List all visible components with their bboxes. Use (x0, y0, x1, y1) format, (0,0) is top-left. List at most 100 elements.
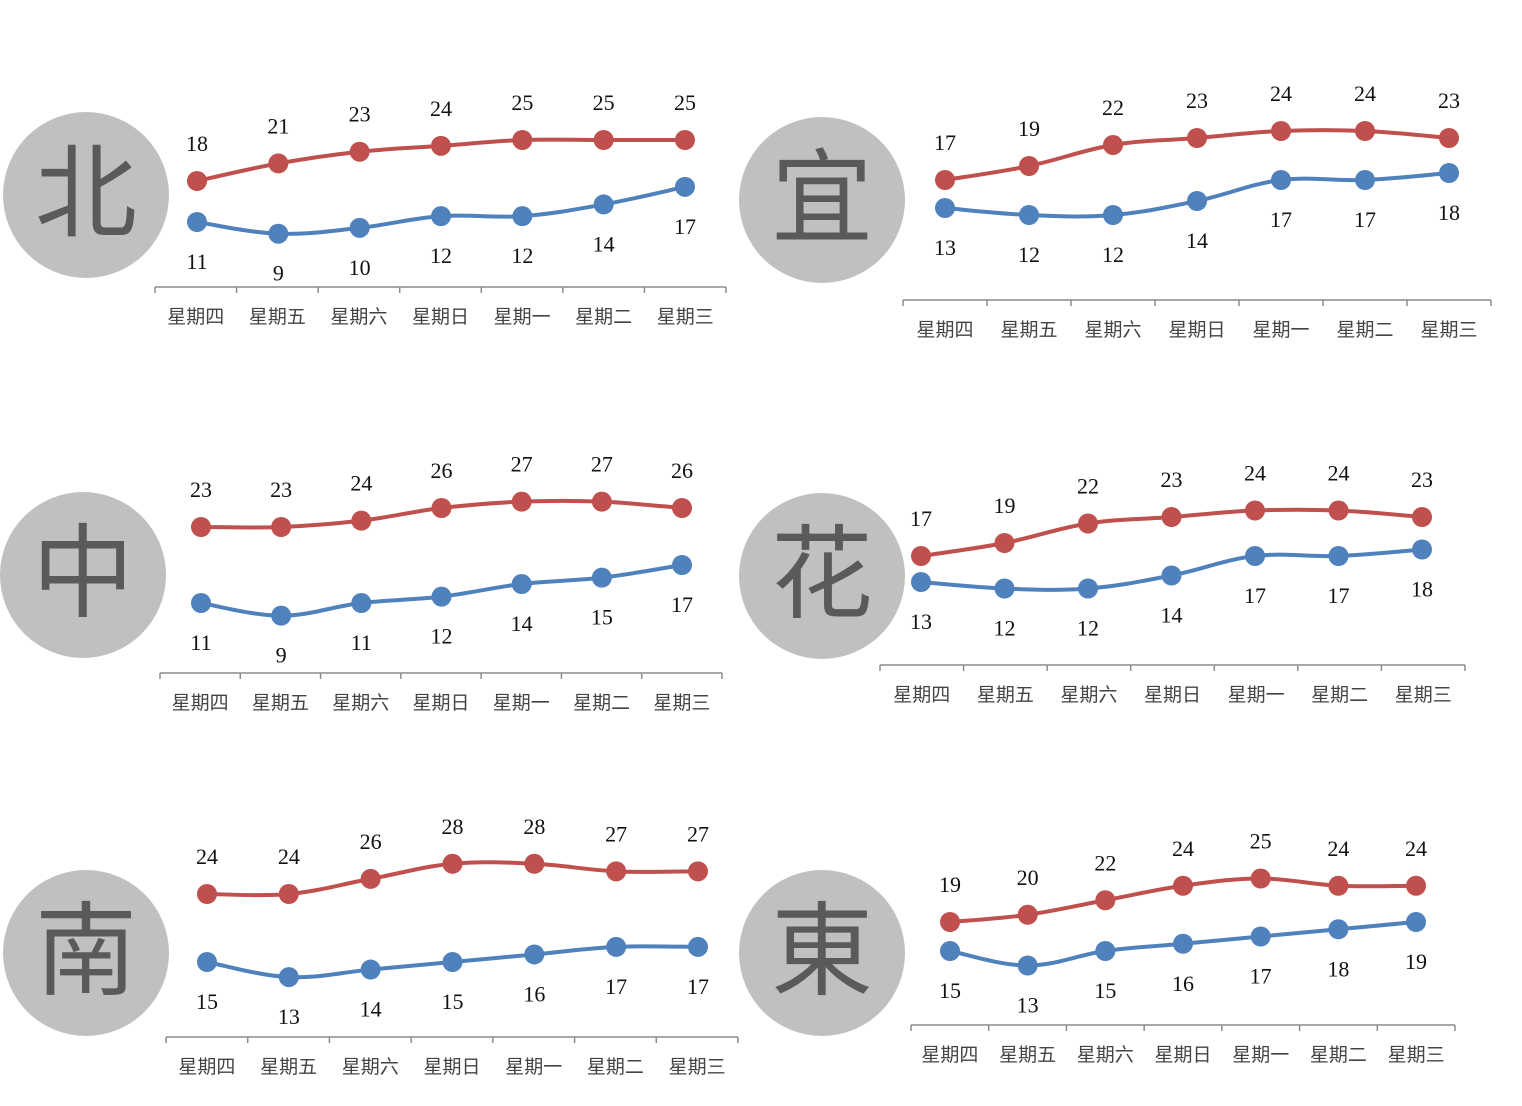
high-temp-point (593, 130, 614, 150)
low-temp-point (674, 176, 695, 197)
low-temp-label: 15 (939, 978, 961, 1003)
high-temp-label: 19 (939, 872, 961, 897)
x-tick-label: 星期二 (1336, 319, 1393, 341)
low-temp-label: 9 (276, 643, 287, 668)
high-temp-label: 24 (1244, 461, 1266, 486)
high-temp-label: 22 (1077, 474, 1099, 499)
high-temp-label: 20 (1017, 865, 1039, 890)
low-temp-point (431, 586, 452, 607)
x-tick-label: 星期五 (999, 1044, 1056, 1066)
low-temp-point (1173, 933, 1194, 954)
low-temp-label: 15 (196, 989, 218, 1014)
x-tick-label: 星期六 (1084, 319, 1141, 341)
high-temp-point (1406, 875, 1427, 896)
x-tick-label: 星期一 (1252, 319, 1309, 341)
x-tick-label: 星期四 (921, 1044, 978, 1066)
low-temp-label: 16 (1172, 971, 1194, 996)
low-temp-label: 14 (1161, 603, 1183, 628)
region-name: 宜 (771, 140, 873, 259)
region-badge: 南 (3, 870, 169, 1036)
low-temp-point (994, 578, 1015, 599)
high-temp-label: 23 (190, 477, 212, 502)
high-temp-point (591, 491, 612, 512)
x-tick-label: 星期二 (1311, 684, 1368, 706)
x-tick-label: 星期一 (505, 1056, 562, 1078)
low-temp-label: 11 (190, 630, 211, 655)
high-temp-point (674, 130, 695, 150)
low-temp-point (687, 936, 708, 957)
high-temp-label: 25 (674, 90, 696, 115)
low-temp-label: 14 (1186, 228, 1208, 253)
low-temp-point (1078, 578, 1098, 599)
region-badge: 北 (3, 112, 169, 278)
low-temp-point (1271, 170, 1291, 190)
high-temp-point (1245, 500, 1265, 521)
high-temp-label: 28 (441, 814, 463, 839)
low-temp-point (1439, 163, 1459, 183)
x-tick-label: 星期二 (1310, 1044, 1367, 1066)
low-temp-point (1412, 539, 1432, 560)
high-temp-point (1328, 500, 1349, 521)
x-tick-label: 星期二 (573, 692, 630, 714)
x-tick-label: 星期四 (178, 1056, 235, 1078)
high-temp-point (940, 912, 960, 932)
x-tick-label: 星期四 (167, 306, 224, 328)
high-temp-label: 19 (1018, 116, 1040, 141)
high-temp-point (1173, 875, 1194, 896)
high-temp-label: 24 (1270, 81, 1292, 106)
high-temp-point (606, 861, 627, 882)
low-temp-point (1095, 941, 1116, 961)
high-temp-label: 22 (1102, 95, 1124, 120)
low-temp-point (672, 555, 693, 575)
x-tick-label: 星期三 (1388, 1044, 1445, 1066)
low-temp-label: 19 (1405, 949, 1427, 974)
high-temp-point (1161, 507, 1182, 527)
x-tick-label: 星期日 (1168, 319, 1225, 341)
low-temp-point (591, 567, 612, 588)
low-temp-point (268, 223, 289, 244)
low-temp-label: 14 (511, 611, 533, 636)
high-temp-point (278, 884, 299, 904)
low-temp-point (191, 593, 211, 613)
low-temp-label: 12 (1018, 242, 1040, 267)
high-temp-label: 26 (431, 458, 453, 483)
low-temp-point (360, 959, 381, 980)
low-temp-point (1250, 926, 1271, 947)
low-temp-label: 15 (1094, 978, 1116, 1003)
high-temp-label: 24 (1327, 836, 1349, 861)
high-temp-point (1078, 513, 1098, 534)
high-temp-point (349, 141, 370, 162)
x-tick-label: 星期日 (423, 1056, 480, 1078)
low-temp-label: 15 (441, 989, 463, 1014)
high-temp-label: 27 (591, 452, 613, 477)
low-temp-label: 18 (1438, 200, 1460, 225)
high-temp-point (430, 135, 451, 156)
x-tick-label: 星期五 (249, 306, 306, 328)
low-temp-point (1017, 955, 1038, 976)
high-temp-point (431, 498, 452, 518)
high-temp-point (442, 853, 463, 874)
low-temp-label: 17 (674, 214, 696, 239)
x-tick-label: 星期二 (587, 1056, 644, 1078)
x-tick-label: 星期五 (977, 684, 1034, 706)
low-temp-point (430, 206, 451, 227)
high-temp-point (1019, 156, 1039, 176)
high-temp-label: 26 (360, 829, 382, 854)
region-badge: 中 (0, 492, 166, 658)
high-temp-label: 17 (910, 506, 932, 531)
low-temp-point (1245, 546, 1265, 566)
low-temp-label: 11 (351, 630, 372, 655)
x-tick-label: 星期三 (653, 692, 710, 714)
region-name: 中 (32, 515, 134, 634)
low-temp-point (1328, 919, 1349, 940)
high-temp-point (197, 884, 217, 904)
high-temp-label: 24 (196, 844, 218, 869)
low-temp-point (911, 572, 931, 592)
high-temp-label: 24 (1328, 461, 1350, 486)
low-temp-point (524, 944, 545, 965)
